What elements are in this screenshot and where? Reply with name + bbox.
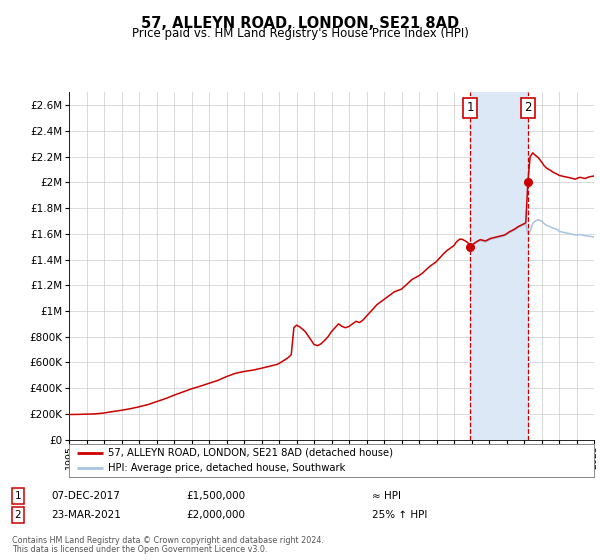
Text: 1: 1	[466, 101, 474, 114]
Text: 2: 2	[14, 510, 22, 520]
Text: Contains HM Land Registry data © Crown copyright and database right 2024.: Contains HM Land Registry data © Crown c…	[12, 536, 324, 545]
Text: £2,000,000: £2,000,000	[186, 510, 245, 520]
Text: 1: 1	[14, 491, 22, 501]
Text: 57, ALLEYN ROAD, LONDON, SE21 8AD (detached house): 57, ALLEYN ROAD, LONDON, SE21 8AD (detac…	[109, 448, 394, 458]
Text: ≈ HPI: ≈ HPI	[372, 491, 401, 501]
Text: £1,500,000: £1,500,000	[186, 491, 245, 501]
Text: 2: 2	[524, 101, 532, 114]
Text: 25% ↑ HPI: 25% ↑ HPI	[372, 510, 427, 520]
Text: This data is licensed under the Open Government Licence v3.0.: This data is licensed under the Open Gov…	[12, 545, 268, 554]
Bar	[470, 92, 528, 440]
Text: HPI: Average price, detached house, Southwark: HPI: Average price, detached house, Sout…	[109, 463, 346, 473]
Text: 07-DEC-2017: 07-DEC-2017	[51, 491, 120, 501]
Text: Price paid vs. HM Land Registry's House Price Index (HPI): Price paid vs. HM Land Registry's House …	[131, 27, 469, 40]
Text: 23-MAR-2021: 23-MAR-2021	[51, 510, 121, 520]
Text: 57, ALLEYN ROAD, LONDON, SE21 8AD: 57, ALLEYN ROAD, LONDON, SE21 8AD	[141, 16, 459, 31]
